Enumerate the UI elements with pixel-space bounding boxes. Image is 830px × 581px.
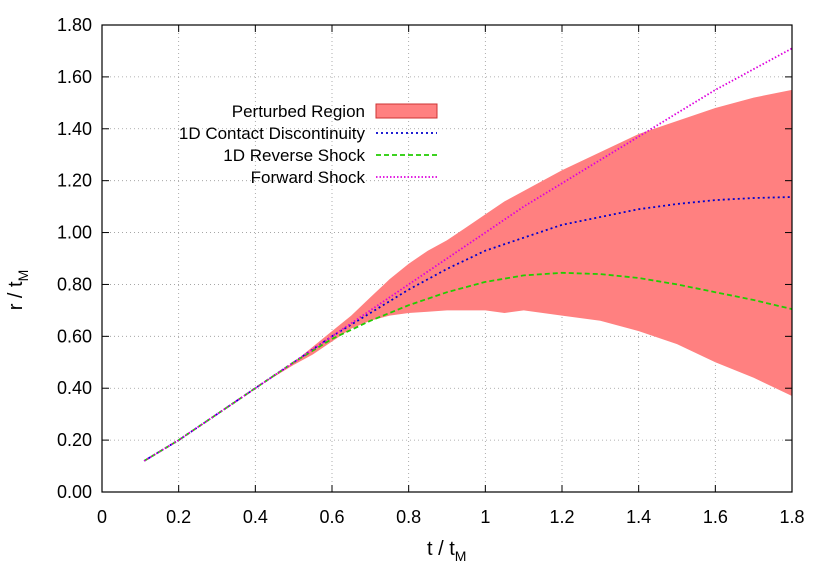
x-tick-label: 1.6 [703, 507, 728, 527]
legend-label: 1D Reverse Shock [223, 146, 365, 165]
y-tick-label: 1.60 [57, 67, 92, 87]
legend-item-1d-reverse-shock: 1D Reverse Shock [223, 146, 437, 165]
x-tick-label: 0.8 [396, 507, 421, 527]
1d-reverse-shock-line [143, 271, 793, 462]
y-tick-label: 1.40 [57, 119, 92, 139]
legend-item-1d-contact-discontinuity: 1D Contact Discontinuity [179, 124, 437, 143]
x-tick-label: 0.6 [319, 507, 344, 527]
x-tick-label: 0.2 [166, 507, 191, 527]
legend-item-forward-shock: Forward Shock [251, 168, 437, 187]
x-tick-label: 0.4 [243, 507, 268, 527]
y-tick-label: 0.80 [57, 274, 92, 294]
series-layer [143, 47, 793, 462]
ticks: 0 0.2 0.4 0.6 0.8 1 1.2 1.4 1.6 1.8 0.00 0.20 0.40 0.… [57, 15, 805, 527]
y-tick-label: 1.20 [57, 171, 92, 191]
x-tick-label: 1.2 [549, 507, 574, 527]
legend-label: 1D Contact Discontinuity [179, 124, 366, 143]
perturbed-region-band-layer [144, 89, 792, 461]
y-tick-label: 0.00 [57, 482, 92, 502]
legend-label: Perturbed Region [232, 102, 365, 121]
1d-contact-discontinuity-line [143, 196, 793, 462]
x-tick-label: 1 [480, 507, 490, 527]
legend-swatch [375, 103, 438, 119]
y-axis-label: r / tM [5, 270, 31, 311]
x-tick-label: 1.8 [779, 507, 804, 527]
legend: Perturbed Region 1D Contact Discontinuity… [179, 102, 438, 187]
y-tick-label: 0.20 [57, 430, 92, 450]
x-tick-label: 1.4 [626, 507, 651, 527]
x-tick-label: 0 [97, 507, 107, 527]
y-tick-label: 1.80 [57, 15, 92, 35]
legend-item-perturbed-region: Perturbed Region [232, 102, 438, 121]
x-axis-label: t / tM [427, 538, 466, 564]
y-tick-label: 1.00 [57, 223, 92, 243]
perturbed-region-band [144, 89, 792, 461]
plot-frame [101, 24, 793, 493]
y-tick-label: 0.60 [57, 326, 92, 346]
y-tick-label: 0.40 [57, 378, 92, 398]
legend-label: Forward Shock [251, 168, 366, 187]
